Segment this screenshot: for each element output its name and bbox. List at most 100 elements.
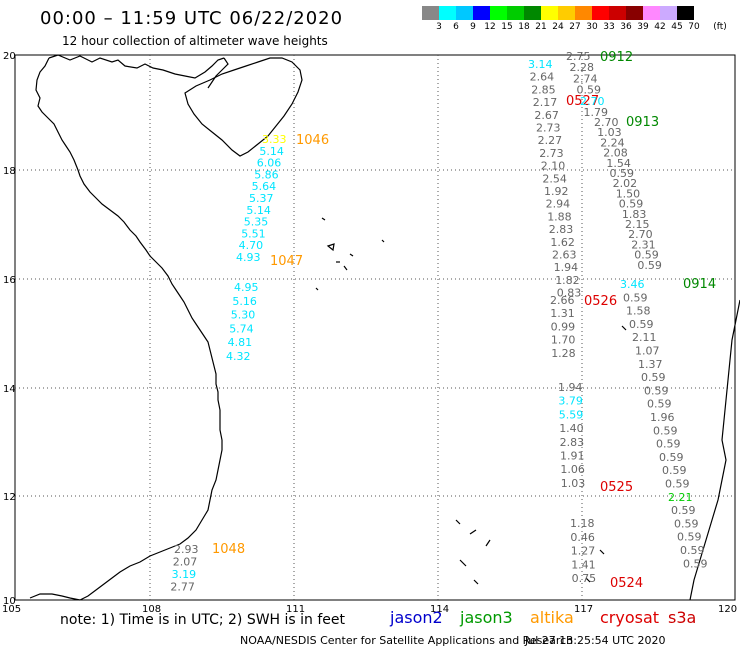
wave-height-value: 0.59 <box>641 371 666 384</box>
wave-height-value: 1.50 <box>616 187 641 200</box>
wave-height-value: 2.31 <box>631 238 656 251</box>
legend-unit: (ft) <box>713 22 727 32</box>
satellite-jason3: jason3 <box>460 608 513 627</box>
wave-height-value: 2.70 <box>628 228 653 241</box>
legend-tick-label: 36 <box>620 22 632 32</box>
wave-height-value: 2.21 <box>668 491 693 504</box>
wave-height-value: 4.93 <box>236 251 261 264</box>
wave-height-value: 0.59 <box>623 291 648 304</box>
track-time-label: 0526 <box>584 294 617 309</box>
wave-height-value: 5.59 <box>559 408 584 421</box>
wave-height-value: 0.75 <box>572 572 597 585</box>
satellite-cryosat: cryosat <box>600 608 660 627</box>
track-time-label: 0524 <box>610 576 643 591</box>
track-time-label: 0527 <box>566 94 599 109</box>
wave-height-value: 3.14 <box>528 58 553 71</box>
wave-height-value: 5.51 <box>241 227 266 240</box>
wave-height-value: 3.19 <box>172 568 197 581</box>
wave-height-value: 2.93 <box>174 543 199 556</box>
credit-text: NOAA/NESDIS Center for Satellite Applica… <box>240 634 574 647</box>
track-time-label: 0913 <box>626 115 659 130</box>
wave-height-value: 5.74 <box>229 322 254 335</box>
wave-height-value: 0.59 <box>662 464 687 477</box>
legend-tick-label: 42 <box>654 22 666 32</box>
wave-height-value: 0.59 <box>677 531 702 544</box>
wave-height-value: 4.70 <box>239 239 264 252</box>
wave-height-value: 1.31 <box>550 307 575 320</box>
wave-height-value: 2.15 <box>625 218 650 231</box>
wave-height-value: 1.54 <box>606 157 631 170</box>
wave-height-value: 4.95 <box>234 281 259 294</box>
wave-height-value: 5.35 <box>244 216 268 229</box>
legend-tick-label: 3 <box>436 22 442 32</box>
wave-height-value: 2.74 <box>573 72 598 85</box>
track-0524: 1.180.461.271.410.75 0524 <box>570 517 643 591</box>
wave-height-value: 1.94 <box>554 261 579 274</box>
track-time-label: 1047 <box>270 254 303 269</box>
wave-height-value: 4.81 <box>228 336 253 349</box>
legend-swatch <box>490 6 507 20</box>
legend-tick-label: 45 <box>671 22 683 32</box>
legend-swatch <box>456 6 473 20</box>
wave-height-value: 5.14 <box>246 204 271 217</box>
longitude-label: 105 <box>2 604 21 615</box>
wave-height-value: 0.59 <box>629 318 654 331</box>
wave-height-value: 1.70 <box>551 334 576 347</box>
wave-height-value: 1.18 <box>570 517 595 530</box>
wave-height-value: 2.85 <box>531 83 556 96</box>
track-time-label: 0912 <box>600 50 633 65</box>
map-title: 00:00 – 11:59 UTC 06/22/2020 <box>40 8 344 29</box>
wave-height-value: 6.06 <box>257 157 282 170</box>
legend-swatch <box>575 6 592 20</box>
wave-height-value: 5.64 <box>252 180 277 193</box>
wave-height-value: 1.41 <box>571 558 596 571</box>
track-0526: 2.661.310.991.701.28 0526 <box>550 294 617 360</box>
legend-swatch <box>422 6 439 20</box>
map-frame <box>14 54 736 601</box>
footer-note: note: 1) Time is in UTC; 2) SWH is in fe… <box>60 612 346 628</box>
wave-height-value: 1.40 <box>559 422 584 435</box>
wave-height-value: 1.37 <box>638 358 663 371</box>
wave-height-value: 0.59 <box>659 451 684 464</box>
wave-height-value: 2.77 <box>170 581 195 594</box>
wave-height-value: 2.73 <box>539 147 564 160</box>
wave-height-value: 5.86 <box>254 168 279 181</box>
track-0525: 1.943.795.591.402.831.911.061.03 0525 <box>558 381 633 495</box>
graticule <box>14 54 736 601</box>
track-1047: 4.955.165.305.744.814.32 1047 <box>226 254 303 363</box>
wave-height-value: 0.59 <box>577 84 602 97</box>
legend-swatch <box>541 6 558 20</box>
wave-height-value: 2.10 <box>541 160 566 173</box>
legend-tick-label: 6 <box>453 22 459 32</box>
latitude-label: 14 <box>3 384 16 395</box>
wave-height-value: 0.59 <box>619 198 644 211</box>
track-0527: 3.142.642.852.172.672.732.272.732.102.54… <box>528 58 599 300</box>
longitude-label: 111 <box>286 604 305 615</box>
legend-tick-label: 9 <box>470 22 476 32</box>
wave-height-value: 0.59 <box>653 424 678 437</box>
wave-height-value: 0.59 <box>656 438 681 451</box>
wave-height-value: 0.59 <box>665 478 690 491</box>
legend-swatch <box>643 6 660 20</box>
latitude-label: 10 <box>3 596 16 607</box>
wave-height-value: 2.64 <box>530 71 555 84</box>
wave-height-value: 1.92 <box>544 185 569 198</box>
wave-height-value: 2.75 <box>566 50 591 63</box>
track-time-label: 0914 <box>683 277 716 292</box>
longitude-label: 117 <box>574 604 593 615</box>
satellite-altika: altika <box>530 608 574 627</box>
legend-tick-label: 18 <box>518 22 530 32</box>
wave-height-value: 0.59 <box>644 384 669 397</box>
latitude-label: 20 <box>3 51 16 62</box>
wave-height-value: 0.59 <box>647 398 672 411</box>
wave-height-value: 2.27 <box>538 134 563 147</box>
wave-height-value: 3.79 <box>558 395 583 408</box>
wave-height-value: 0.59 <box>637 259 662 272</box>
wave-height-value: 0.59 <box>634 249 659 262</box>
satellite-jason2: jason2 <box>390 608 443 627</box>
legend-tick-label: 70 <box>688 22 700 32</box>
wave-height-value: 2.67 <box>534 109 559 122</box>
wave-height-value: 2.70 <box>594 116 619 129</box>
legend-tick-labels: 3 6 9 12 15 18 21 24 27 30 33 36 39 42 45 70 (ft) <box>422 20 727 34</box>
